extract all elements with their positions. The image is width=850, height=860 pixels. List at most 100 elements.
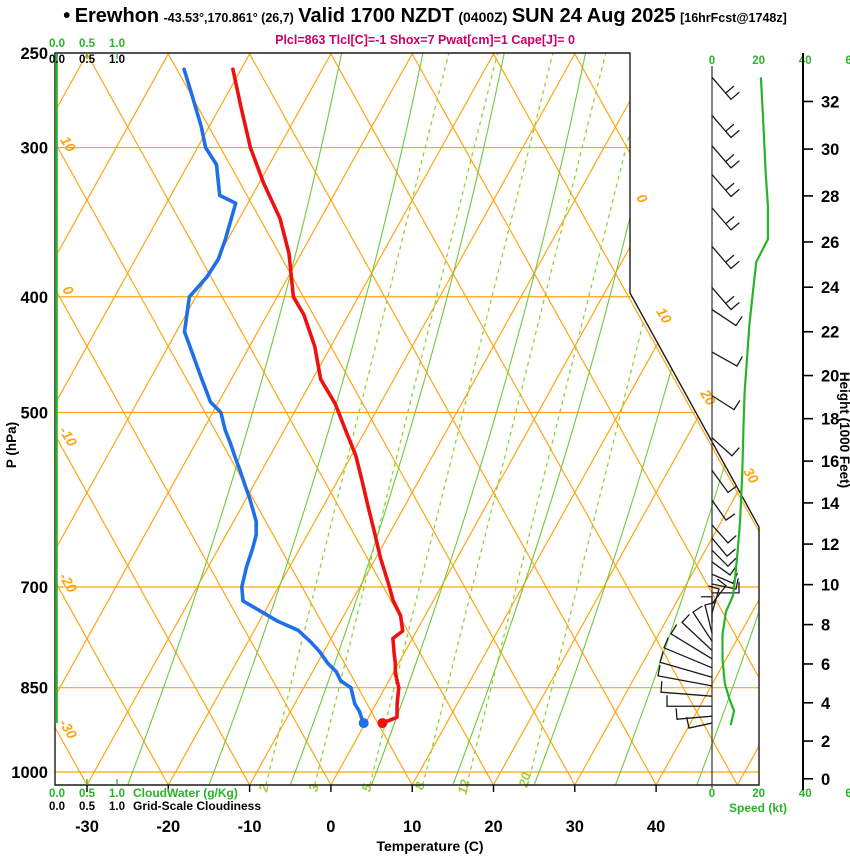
wind-barb-staff xyxy=(660,691,713,697)
isotherm-line xyxy=(55,53,251,785)
wind-barb xyxy=(686,717,713,729)
wind-barb-staff xyxy=(711,585,727,605)
wind-barb xyxy=(711,572,738,584)
wind-barb-feather xyxy=(725,154,735,163)
wind-barb xyxy=(700,596,713,624)
wind-barb xyxy=(657,664,713,687)
moist-adiabat-line xyxy=(614,53,759,785)
moist-adiabat-line xyxy=(208,53,424,785)
height-tick-label: 0 xyxy=(821,771,830,789)
wind-barb-feather xyxy=(730,188,740,198)
wind-barb xyxy=(711,578,727,605)
temperature-axis-title: Temperature (C) xyxy=(376,838,483,854)
dry-adiabat-line xyxy=(55,53,332,785)
wind-barb xyxy=(711,114,740,139)
wind-barb-staff xyxy=(657,675,713,687)
isotherm-line xyxy=(55,53,332,785)
plot-frame xyxy=(54,52,760,786)
wind-barb-feather xyxy=(704,601,716,606)
wind-barb-feather xyxy=(717,578,727,587)
wind-barb-staff xyxy=(711,437,733,457)
wind-barb xyxy=(711,351,743,367)
surface-dewpoint-dot xyxy=(358,718,369,729)
wind-barb-feather xyxy=(725,85,735,94)
wind-barb-staff xyxy=(711,394,735,411)
isotherm-label-left: 0 xyxy=(59,283,77,298)
height-tick-label: 18 xyxy=(821,411,839,429)
wind-barb xyxy=(681,614,713,652)
wind-barb-feather xyxy=(730,260,740,270)
chart-title: • Erewhon -43.53°,170.861° (26,7) Valid … xyxy=(0,5,850,28)
cloudwater-scale-bottom-label: 0.0 xyxy=(49,788,65,800)
temperature-tick-label: 40 xyxy=(647,818,665,836)
wind-barb-staff xyxy=(711,173,732,198)
wind-barb-feather xyxy=(733,400,741,411)
height-axis-title: Height (1000 Feet) xyxy=(837,372,850,488)
wind-barb-staff xyxy=(711,114,732,139)
wind-barb xyxy=(692,605,713,642)
station-bullet-icon: • xyxy=(63,5,71,27)
height-tick-label: 26 xyxy=(821,234,839,252)
isotherm-line xyxy=(492,53,759,785)
wind-barb xyxy=(711,437,740,457)
cloudiness-scale-title: Grid-Scale Cloudiness xyxy=(133,799,261,813)
wind-barb-feather xyxy=(730,222,740,231)
wind-barb-staff xyxy=(676,715,713,720)
wind-barb-feather xyxy=(670,624,678,635)
wind-barb-feather xyxy=(708,585,720,590)
height-tick-label: 32 xyxy=(821,93,839,111)
height-tick-label: 12 xyxy=(821,536,839,554)
speed-scale-top-label: 60 xyxy=(845,55,850,67)
cloudwater-scale-bottom-label: 0.5 xyxy=(79,788,96,800)
wind-barb-staff xyxy=(711,499,727,521)
dry-adiabat-line xyxy=(55,53,413,785)
wind-barb-feather xyxy=(731,447,740,457)
mixing-ratio-label: 5 xyxy=(358,782,375,794)
dewpoint-profile-line xyxy=(182,67,366,725)
cloudwater-scale-top-label: 1.0 xyxy=(109,38,125,50)
wind-barb-staff xyxy=(711,245,732,270)
temperature-profile-line xyxy=(231,67,405,725)
temperature-tick-label: -20 xyxy=(156,818,180,836)
mixing-ratio-line xyxy=(466,53,651,785)
wind-barb-feather xyxy=(686,717,690,729)
wind-barb-feather xyxy=(735,578,739,590)
mixing-ratio-line xyxy=(265,53,450,785)
wind-barb xyxy=(704,601,716,634)
height-tick-label: 6 xyxy=(821,656,830,674)
cloudwater-scale-top-label: 0.0 xyxy=(49,38,65,50)
wind-barb-feather xyxy=(725,295,735,305)
wind-barb xyxy=(711,286,740,311)
wind-barb-feather xyxy=(725,182,735,191)
pressure-tick-label: 300 xyxy=(20,140,48,158)
wind-barb xyxy=(663,637,713,669)
moist-adiabat-line xyxy=(452,53,668,785)
wind-barb-staff xyxy=(711,207,732,231)
temperature-tick-label: 0 xyxy=(326,818,335,836)
mixing-ratio-line xyxy=(369,53,554,785)
wind-barb-staff xyxy=(688,722,713,729)
temperature-tick-label: -30 xyxy=(75,818,99,836)
wind-barb xyxy=(660,681,713,697)
isotherm-label-right: 20 xyxy=(697,386,719,409)
pressure-tick-label: 850 xyxy=(20,680,48,698)
wind-barb-feather xyxy=(730,91,740,100)
wind-barb-staff xyxy=(704,604,713,634)
wind-barb xyxy=(708,585,720,614)
wind-barb-feather xyxy=(725,216,735,225)
height-tick-label: 2 xyxy=(821,733,830,751)
isotherm-label-left: 10 xyxy=(57,133,79,155)
station-coords: -43.53°,170.861° (26,7) xyxy=(163,11,294,25)
cloudiness-scale-top-label: 1.0 xyxy=(109,54,125,66)
dry-adiabat-line xyxy=(329,53,738,785)
moist-adiabat-line xyxy=(289,53,505,785)
height-tick-label: 4 xyxy=(821,695,831,713)
wind-barb-feather xyxy=(660,681,663,693)
speed-scale-top-label: 20 xyxy=(752,55,765,67)
wind-barb-staff xyxy=(681,621,713,652)
wind-barb xyxy=(711,469,738,493)
speed-scale-bottom-label: 40 xyxy=(799,788,812,800)
mixing-ratio-line xyxy=(422,53,607,785)
wind-barb xyxy=(711,173,740,198)
